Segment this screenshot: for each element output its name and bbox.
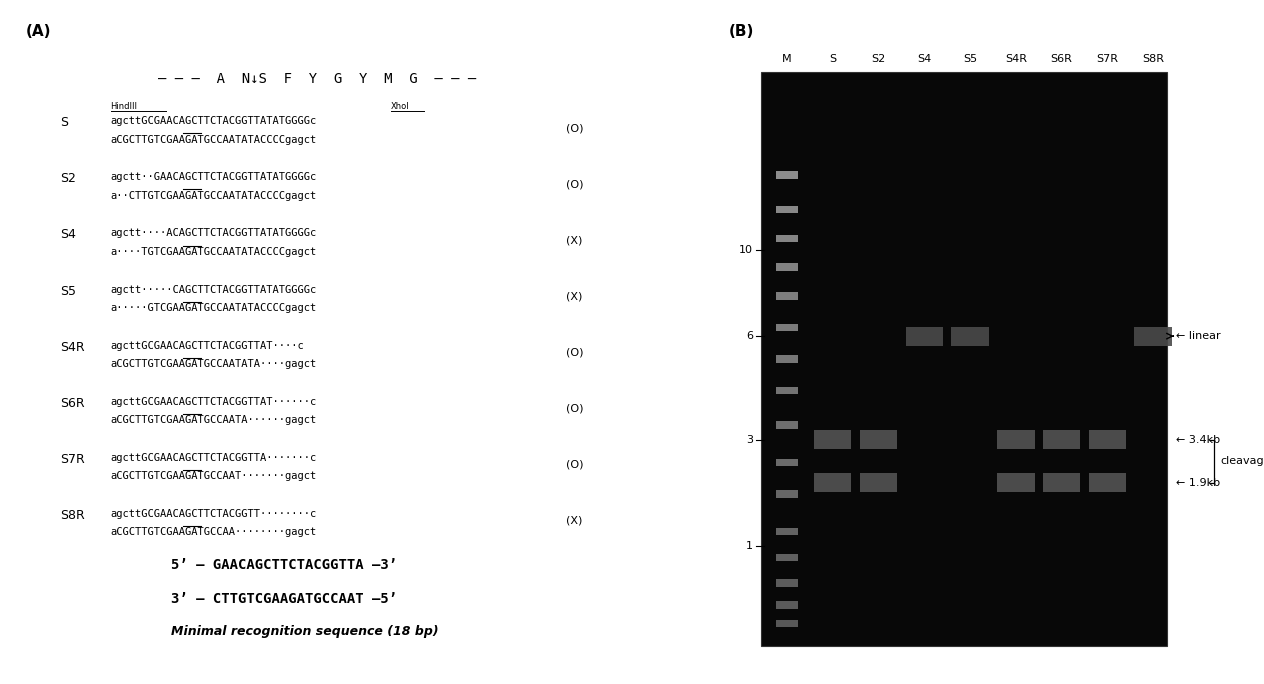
Text: 3’ – CTTGTCGAAGATGCCAAT –5’: 3’ – CTTGTCGAAGATGCCAAT –5’ [171, 592, 397, 606]
Text: a····TGTCGAAGATGCCAATATACCCCgagct: a····TGTCGAAGATGCCAATATACCCCgagct [111, 247, 317, 257]
Text: agcttGCGAACAGCTTCTACGGTTATATGGGGc: agcttGCGAACAGCTTCTACGGTTATATGGGGc [111, 116, 317, 127]
Text: – – –  A  N↓S  F  Y  G  Y  M  G  – – –: – – – A N↓S F Y G Y M G – – – [158, 72, 477, 86]
Text: HindIII: HindIII [111, 102, 138, 111]
Text: agctt·····CAGCTTCTACGGTTATATGGGGc: agctt·····CAGCTTCTACGGTTATATGGGGc [111, 285, 317, 295]
Text: S7R: S7R [1096, 53, 1119, 64]
FancyBboxPatch shape [776, 292, 798, 300]
Text: aCGCTTGTCGAAGATGCCAATATA····gagct: aCGCTTGTCGAAGATGCCAATATA····gagct [111, 359, 317, 369]
Text: 3: 3 [746, 434, 753, 445]
FancyBboxPatch shape [776, 528, 798, 535]
Text: agctt····ACAGCTTCTACGGTTATATGGGGc: agctt····ACAGCTTCTACGGTTATATGGGGc [111, 228, 317, 239]
FancyBboxPatch shape [761, 72, 1168, 646]
Text: (A): (A) [25, 24, 51, 39]
FancyBboxPatch shape [776, 459, 798, 466]
Text: ← 1.9kb: ← 1.9kb [1176, 477, 1220, 488]
Text: agcttGCGAACAGCTTCTACGGTTAT······c: agcttGCGAACAGCTTCTACGGTTAT······c [111, 397, 317, 407]
FancyBboxPatch shape [776, 235, 798, 242]
Text: ← 3.4kb: ← 3.4kb [1176, 434, 1220, 445]
Text: S6R: S6R [1050, 53, 1073, 64]
FancyBboxPatch shape [776, 490, 798, 498]
FancyBboxPatch shape [776, 356, 798, 363]
FancyBboxPatch shape [776, 620, 798, 627]
FancyBboxPatch shape [776, 206, 798, 213]
Text: (O): (O) [566, 404, 583, 414]
Text: S5: S5 [963, 53, 977, 64]
Text: (X): (X) [566, 516, 581, 526]
Text: S4: S4 [918, 53, 932, 64]
Text: S4: S4 [61, 228, 76, 241]
FancyBboxPatch shape [776, 172, 798, 179]
Text: S2: S2 [871, 53, 886, 64]
Text: aCGCTTGTCGAAGATGCCAАT·······gagct: aCGCTTGTCGAAGATGCCAАT·······gagct [111, 471, 317, 482]
FancyBboxPatch shape [1088, 473, 1126, 492]
Text: 5’ – GAACAGCTTCTACGGTTA –3’: 5’ – GAACAGCTTCTACGGTTA –3’ [171, 558, 397, 572]
Text: Minimal recognition sequence (18 bp): Minimal recognition sequence (18 bp) [171, 625, 439, 638]
FancyBboxPatch shape [814, 473, 852, 492]
FancyBboxPatch shape [1043, 430, 1081, 449]
Text: S8R: S8R [61, 509, 85, 522]
FancyBboxPatch shape [776, 579, 798, 587]
FancyBboxPatch shape [1043, 473, 1081, 492]
FancyBboxPatch shape [776, 553, 798, 561]
FancyBboxPatch shape [776, 601, 798, 609]
FancyBboxPatch shape [905, 326, 943, 345]
Text: S: S [829, 53, 837, 64]
FancyBboxPatch shape [776, 387, 798, 395]
Text: S: S [61, 116, 68, 129]
Text: S2: S2 [61, 172, 76, 185]
Text: agcttGCGAACAGCTTCTACGGTTA·······c: agcttGCGAACAGCTTCTACGGTTA·······c [111, 453, 317, 463]
Text: S4R: S4R [1005, 53, 1026, 64]
FancyBboxPatch shape [1134, 326, 1172, 345]
FancyBboxPatch shape [776, 324, 798, 331]
Text: 6: 6 [746, 331, 753, 341]
Text: aCGCTTGTCGAAGATGCCAА········gagct: aCGCTTGTCGAAGATGCCAА········gagct [111, 527, 317, 538]
Text: S7R: S7R [61, 453, 85, 466]
Text: aCGCTTGTCGAAGATGCCAATА······gagct: aCGCTTGTCGAAGATGCCAATА······gagct [111, 415, 317, 425]
Text: S8R: S8R [1143, 53, 1164, 64]
FancyBboxPatch shape [860, 430, 897, 449]
Text: S5: S5 [61, 285, 76, 298]
Text: S6R: S6R [61, 397, 85, 410]
FancyBboxPatch shape [814, 430, 852, 449]
Text: (O): (O) [566, 179, 583, 189]
Text: (B): (B) [729, 24, 755, 39]
Text: a··CTTGTCGAAGATGCCAATATACCCCgagct: a··CTTGTCGAAGATGCCAATATACCCCgagct [111, 191, 317, 201]
Text: (X): (X) [566, 235, 581, 246]
Text: (O): (O) [566, 460, 583, 470]
Text: (O): (O) [566, 347, 583, 358]
Text: (O): (O) [566, 123, 583, 133]
FancyBboxPatch shape [997, 473, 1034, 492]
Text: M: M [782, 53, 791, 64]
Text: agctt··GAACАGCTTCTACGGTTATATGGGGc: agctt··GAACАGCTTCTACGGTTATATGGGGc [111, 172, 317, 183]
FancyBboxPatch shape [1088, 430, 1126, 449]
Text: XhoI: XhoI [391, 102, 410, 111]
FancyBboxPatch shape [776, 263, 798, 271]
FancyBboxPatch shape [860, 473, 897, 492]
Text: cleavage: cleavage [1220, 456, 1264, 466]
Text: agcttGCGAACAGCTTCTACGGTT········c: agcttGCGAACAGCTTCTACGGTT········c [111, 509, 317, 519]
FancyBboxPatch shape [952, 326, 988, 345]
Text: ← linear: ← linear [1176, 331, 1220, 341]
Text: 10: 10 [738, 245, 753, 255]
Text: a·····GTCGAAGATGCCAATATACCCCgagct: a·····GTCGAAGATGCCAATATACCCCgagct [111, 303, 317, 313]
Text: 1: 1 [746, 541, 753, 551]
Text: aCGCTTGTCGAAGATGCCAATATACCCCgagct: aCGCTTGTCGAAGATGCCAATATACCCCgagct [111, 135, 317, 145]
Text: (X): (X) [566, 291, 581, 302]
FancyBboxPatch shape [776, 421, 798, 429]
Text: S4R: S4R [61, 341, 85, 354]
FancyBboxPatch shape [997, 430, 1034, 449]
Text: agcttGCGAACAGCTTCTACGGTTAT····c: agcttGCGAACAGCTTCTACGGTTAT····c [111, 341, 305, 351]
